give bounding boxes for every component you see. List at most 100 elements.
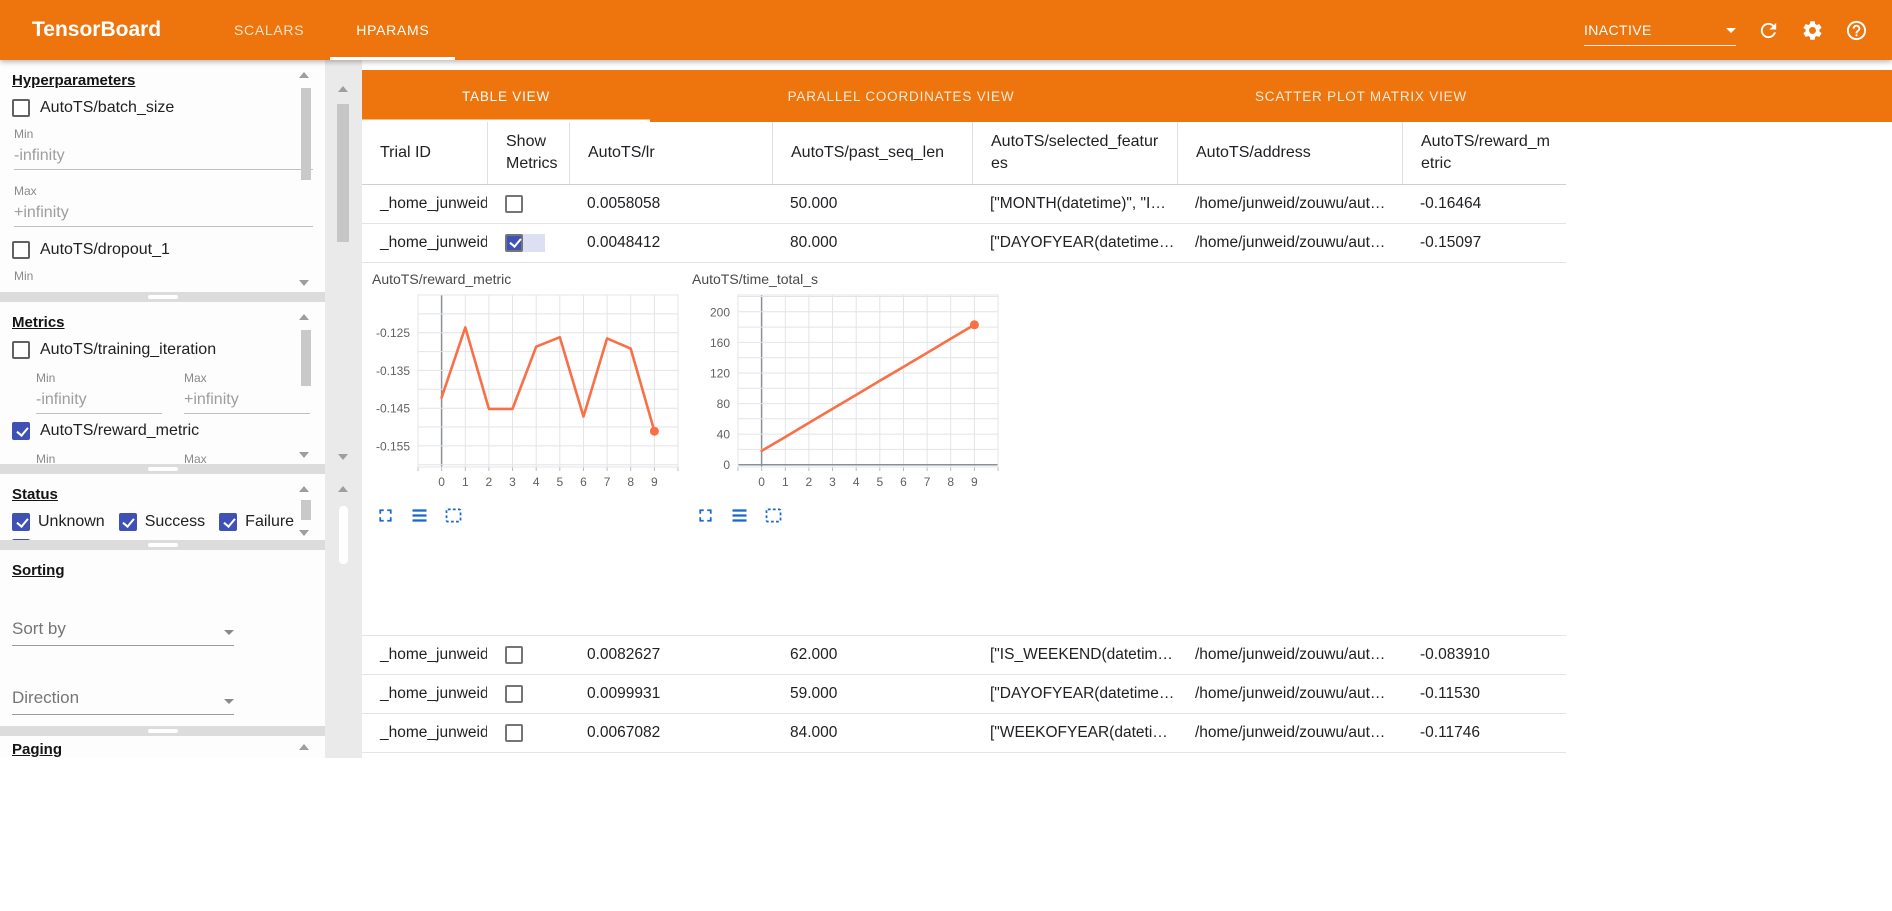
svg-text:7: 7 (924, 475, 931, 489)
refresh-icon[interactable] (1757, 19, 1780, 42)
address-cell: /home/junweid/zouwu/aut… (1195, 685, 1386, 702)
tab-scatter-plot-matrix-view[interactable]: SCATTER PLOT MATRIX VIEW (1255, 88, 1467, 104)
status-label: Success (144, 513, 206, 530)
svg-text:0: 0 (758, 475, 765, 489)
chart-toolbar (695, 505, 1008, 526)
show-metrics-checkbox[interactable] (505, 233, 523, 252)
table-row: _home_junweid_z… 0.0058058 50.000 ["MONTH(d… (362, 185, 1566, 224)
min-field: Min -infinity (36, 371, 162, 414)
min-input[interactable]: -infinity (14, 147, 313, 170)
svg-text:5: 5 (876, 475, 883, 489)
address-cell: /home/junweid/zouwu/aut… (1195, 646, 1386, 663)
max-input[interactable]: +infinity (184, 391, 310, 414)
scroll-down-icon[interactable] (338, 454, 348, 460)
scroll-up-icon[interactable] (299, 744, 309, 750)
tab-scalars[interactable]: SCALARS (234, 22, 305, 38)
metric-checkbox-training-iteration[interactable] (12, 341, 30, 359)
sort-by-value: Sort by (12, 619, 66, 638)
scroll-up-icon[interactable] (299, 314, 309, 320)
min-field: Min -infinity (14, 127, 313, 170)
status-option: Running (12, 539, 98, 540)
scrollbar-thumb[interactable] (337, 104, 349, 242)
scroll-down-icon[interactable] (299, 452, 309, 458)
help-icon[interactable] (1845, 19, 1868, 42)
scroll-up-icon[interactable] (338, 486, 348, 492)
max-field: Max +infinity (184, 371, 310, 414)
status-option: Failure (219, 513, 294, 531)
scroll-up-icon[interactable] (299, 486, 309, 492)
chevron-down-icon (224, 630, 234, 640)
section-resize-handle[interactable] (0, 726, 325, 736)
tab-hparams[interactable]: HPARAMS (330, 0, 456, 60)
select-region-icon[interactable] (763, 505, 784, 526)
max-input[interactable]: +infinity (14, 204, 313, 227)
status-option: Success (118, 513, 206, 531)
trial-id-cell: _home_junweid_z… (380, 234, 487, 251)
status-checkbox-success[interactable] (118, 513, 137, 531)
show-metrics-checkbox[interactable] (505, 645, 523, 664)
svg-text:0: 0 (723, 458, 730, 472)
resize-handle-grip (147, 467, 178, 471)
show-metrics-checkbox[interactable] (505, 723, 523, 742)
status-checkbox-failure[interactable] (219, 513, 238, 531)
scroll-up-icon[interactable] (299, 72, 309, 78)
settings-icon[interactable] (1801, 19, 1824, 42)
column-header-show-metrics: Show Metrics (487, 122, 569, 184)
header-actions: INACTIVE (1584, 0, 1868, 60)
app-title: TensorBoard (32, 18, 162, 41)
fullscreen-icon[interactable] (375, 505, 396, 526)
svg-text:160: 160 (710, 336, 730, 350)
main-content: TABLE VIEW PARALLEL COORDINATES VIEW SCA… (362, 60, 1892, 758)
metric-checkbox-reward-metric[interactable] (12, 422, 30, 440)
reward-metric-chart[interactable]: -0.125 -0.135 -0.145 -0.155 0 1 2 3 4 5 6 7 8 9 (366, 289, 688, 493)
scroll-down-icon[interactable] (299, 530, 309, 536)
status-checkbox-unknown[interactable] (12, 513, 30, 531)
scroll-up-icon[interactable] (338, 86, 348, 92)
top-nav: SCALARS HPARAMS (208, 0, 456, 60)
data-rows-icon[interactable] (409, 505, 430, 526)
fullscreen-icon[interactable] (695, 505, 716, 526)
section-title-sorting: Sorting (12, 562, 65, 579)
metric-row-reward-metric: AutoTS/reward_metric (12, 422, 313, 440)
past-seq-len-cell: 59.000 (790, 685, 838, 702)
selected-features-cell: ["DAYOFYEAR(datetime… (990, 234, 1175, 251)
show-metrics-checkbox[interactable] (505, 684, 523, 703)
section-resize-handle[interactable] (0, 464, 325, 474)
table-rows-top: _home_junweid_z… 0.0058058 50.000 ["MONTH(d… (362, 185, 1566, 263)
past-seq-len-cell: 50.000 (790, 195, 838, 212)
status-label: Unknown (38, 513, 105, 530)
scrollbar-thumb[interactable] (339, 506, 348, 564)
min-input[interactable]: -infinity (36, 391, 162, 414)
sidebar-scrollbar-thumb[interactable] (301, 88, 311, 180)
svg-text:1: 1 (462, 475, 469, 489)
reward-metric-cell: -0.11530 (1420, 685, 1481, 702)
run-selector-value: INACTIVE (1584, 22, 1652, 38)
column-header-trial-id: Trial ID (380, 144, 431, 162)
tab-table-view[interactable]: TABLE VIEW (362, 70, 650, 122)
sidebar-scrollbar-thumb[interactable] (301, 330, 311, 386)
resize-handle-grip (147, 295, 178, 299)
direction-select[interactable]: Direction (12, 688, 234, 715)
show-metrics-checkbox[interactable] (505, 194, 523, 213)
select-region-icon[interactable] (443, 505, 464, 526)
time-total-chart[interactable]: 0 40 80 120 160 200 0 1 2 3 4 5 6 7 8 9 (686, 289, 1008, 493)
tab-parallel-coordinates-view[interactable]: PARALLEL COORDINATES VIEW (787, 88, 1015, 104)
metric-chart-reward: AutoTS/reward_metric -0.125 -0.135 -0.145-… (366, 271, 688, 526)
min-label: Min (14, 127, 34, 141)
section-title-paging: Paging (12, 741, 63, 758)
view-tabs: TABLE VIEW PARALLEL COORDINATES VIEW SCA… (362, 70, 1892, 122)
data-rows-icon[interactable] (729, 505, 750, 526)
svg-text:0: 0 (438, 475, 445, 489)
hparam-checkbox-dropout[interactable] (12, 241, 30, 259)
run-selector[interactable]: INACTIVE (1584, 22, 1736, 46)
hparam-checkbox-batch-size[interactable] (12, 99, 30, 117)
scroll-down-icon[interactable] (299, 280, 309, 286)
section-resize-handle[interactable] (0, 540, 325, 550)
status-checkbox-running[interactable] (12, 539, 30, 540)
show-metrics-cell (487, 645, 569, 664)
max-field: Max +infinity (14, 184, 313, 227)
sidebar-scrollbar-thumb[interactable] (301, 500, 311, 520)
main-scrollbar[interactable] (325, 60, 362, 758)
section-resize-handle[interactable] (0, 292, 325, 302)
sort-by-select[interactable]: Sort by (12, 619, 234, 646)
